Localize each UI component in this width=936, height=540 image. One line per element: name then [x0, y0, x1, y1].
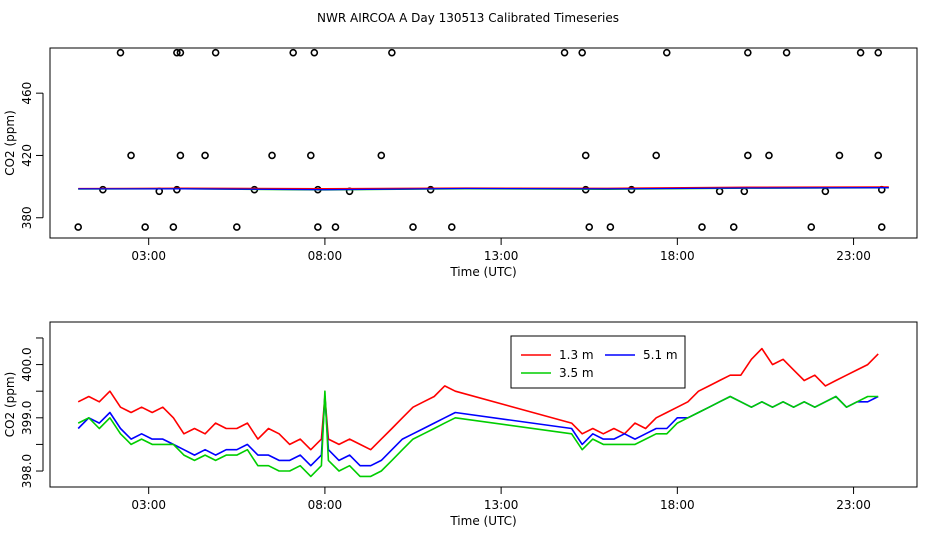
- data-point: [874, 151, 883, 160]
- calibration-points: [74, 48, 886, 231]
- series-line-3-5-m: [77, 390, 879, 478]
- data-point: [744, 151, 752, 160]
- x-tick-label: 18:00: [660, 498, 695, 512]
- data-point: [211, 48, 220, 57]
- data-point: [289, 48, 297, 57]
- data-point: [173, 48, 181, 57]
- data-point: [116, 48, 125, 57]
- series-line-1-3-m: [77, 347, 879, 451]
- data-point: [173, 185, 181, 194]
- legend-label: 5.1 m: [643, 348, 678, 362]
- plot-frame: [49, 321, 918, 488]
- data-point: [782, 48, 791, 57]
- x-tick-label: 18:00: [660, 249, 695, 263]
- data-point: [585, 223, 594, 231]
- data-point: [662, 48, 671, 57]
- y-axis-label: CO2 (ppm): [3, 110, 17, 176]
- data-point: [835, 151, 844, 160]
- page-title: NWR AIRCOA A Day 130513 Calibrated Times…: [317, 11, 619, 25]
- y-tick-label: 398.0: [20, 454, 34, 488]
- x-axis-label: Time (UTC): [449, 265, 516, 279]
- legend-label: 3.5 m: [559, 366, 594, 380]
- legend-box: [510, 335, 686, 389]
- series-group: [77, 347, 879, 478]
- data-point: [310, 48, 319, 57]
- data-point: [765, 151, 773, 160]
- lower-timeseries-panel: 03:00 08:00 13:00 18:00 23:00 Time (UTC) 398.0…: [3, 321, 918, 528]
- data-point: [877, 223, 886, 231]
- x-tick-label: 23:00: [836, 249, 871, 263]
- x-tick-label: 13:00: [484, 498, 519, 512]
- x-tick-label: 03:00: [131, 498, 166, 512]
- data-point: [606, 223, 615, 231]
- upper-timeseries-panel: 03:00 08:00 13:00 18:00 23:00 Time (UTC) 380 42…: [3, 47, 918, 279]
- data-point: [201, 151, 209, 160]
- series-group: [78, 186, 889, 191]
- x-axis: 03:00 08:00 13:00 18:00 23:00 Time (UTC): [131, 238, 871, 279]
- data-point: [176, 151, 185, 160]
- data-point: [874, 48, 883, 57]
- y-tick-label: 399.0: [20, 401, 34, 435]
- data-point: [856, 48, 865, 57]
- data-point: [127, 151, 135, 160]
- data-point: [560, 48, 569, 57]
- y-axis-label: CO2 (ppm): [3, 372, 17, 438]
- data-point: [314, 223, 322, 231]
- x-tick-label: 08:00: [308, 249, 343, 263]
- data-point: [307, 151, 315, 160]
- x-tick-label: 08:00: [308, 498, 343, 512]
- data-point: [141, 223, 149, 231]
- x-tick-label: 23:00: [836, 498, 871, 512]
- data-point: [715, 187, 724, 196]
- data-point: [409, 223, 417, 231]
- data-point: [232, 223, 241, 231]
- data-point: [388, 48, 396, 57]
- data-point: [176, 48, 185, 57]
- data-point: [740, 187, 749, 196]
- y-tick-label: 380: [20, 206, 34, 229]
- data-point: [74, 223, 82, 231]
- x-tick-label: 03:00: [131, 249, 166, 263]
- data-point: [331, 223, 340, 231]
- y-tick-label: 400.0: [20, 347, 34, 381]
- data-point: [268, 151, 276, 160]
- series-line-5-1-m: [78, 187, 889, 191]
- data-point: [99, 185, 107, 194]
- data-point: [744, 48, 752, 57]
- data-point: [807, 223, 816, 231]
- x-axis-label: Time (UTC): [449, 514, 516, 528]
- y-tick-label: 420: [20, 144, 34, 167]
- legend-label: 1.3 m: [559, 348, 594, 362]
- data-point: [698, 223, 706, 231]
- data-point: [169, 223, 178, 231]
- x-axis: 03:00 08:00 13:00 18:00 23:00 Time (UTC): [131, 487, 871, 528]
- data-point: [652, 151, 660, 160]
- x-tick-label: 13:00: [484, 249, 519, 263]
- data-point: [377, 151, 386, 160]
- data-point: [729, 223, 738, 231]
- data-point: [578, 48, 586, 57]
- legend: 1.3 m 5.1 m 3.5 m: [510, 335, 686, 389]
- plot-frame: [49, 47, 918, 239]
- data-point: [447, 223, 456, 231]
- data-point: [821, 187, 830, 196]
- data-point: [581, 151, 590, 160]
- y-tick-label: 460: [20, 82, 34, 105]
